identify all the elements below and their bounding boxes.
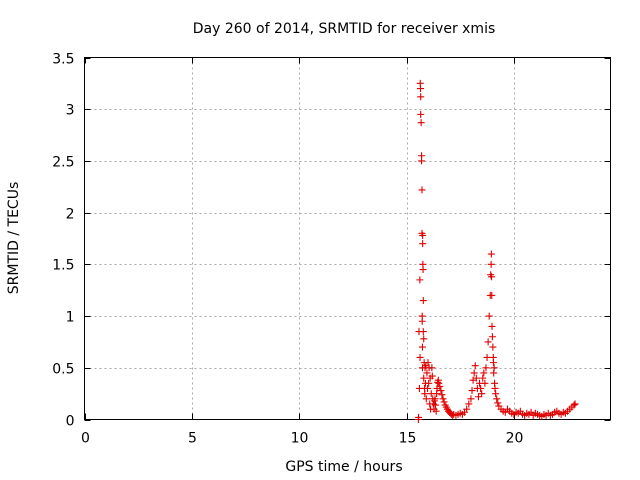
y-tick-label: 2.5 [52, 155, 74, 171]
data-point [465, 400, 473, 408]
data-points [414, 79, 579, 423]
data-point [418, 157, 426, 165]
y-tick-label: 3.5 [52, 52, 74, 68]
data-point [472, 374, 480, 382]
y-tick-label: 3 [66, 103, 75, 119]
data-point [484, 338, 492, 346]
data-point [478, 390, 486, 398]
data-point [421, 390, 429, 398]
data-point [468, 387, 476, 395]
data-point [482, 364, 490, 372]
data-point [477, 384, 485, 392]
data-point [438, 391, 446, 399]
data-point [423, 369, 431, 377]
y-tick-label: 1 [66, 310, 75, 326]
data-point [419, 240, 427, 248]
data-point [489, 359, 497, 367]
data-point [440, 398, 448, 406]
x-tick-label: 10 [291, 431, 309, 447]
data-point [488, 291, 496, 299]
data-point [420, 374, 428, 382]
data-point [471, 362, 479, 370]
data-point [489, 343, 497, 351]
data-point [485, 312, 493, 320]
x-tick-label: 15 [399, 431, 417, 447]
data-point [419, 328, 427, 336]
data-point [439, 395, 447, 403]
data-point [467, 395, 475, 403]
data-point [480, 369, 488, 377]
data-point [487, 260, 495, 268]
chart-title: Day 260 of 2014, SRMTID for receiver xmi… [193, 21, 496, 37]
data-point [422, 395, 430, 403]
data-point [491, 384, 499, 392]
data-point [424, 359, 432, 367]
data-point [435, 379, 443, 387]
data-point [418, 343, 426, 351]
data-point [416, 353, 424, 361]
data-point [416, 276, 424, 284]
data-point [474, 393, 482, 401]
data-point [418, 186, 426, 194]
data-point [416, 85, 424, 93]
data-point [488, 333, 496, 341]
y-axis-label: SRMTID / TECUs [6, 182, 22, 295]
data-point [487, 250, 495, 258]
x-tick-label: 0 [81, 431, 90, 447]
data-point [419, 266, 427, 274]
data-point [571, 400, 579, 408]
data-point [417, 119, 425, 127]
data-point [479, 374, 487, 382]
data-point [425, 379, 433, 387]
data-point [488, 273, 496, 281]
x-axis-label: GPS time / hours [285, 459, 402, 475]
data-point [428, 364, 436, 372]
data-point [470, 369, 478, 377]
data-point [483, 353, 491, 361]
x-tick-label: 20 [506, 431, 524, 447]
x-tick-label: 5 [188, 431, 197, 447]
y-tick-label: 0.5 [52, 362, 74, 378]
data-point [420, 335, 428, 343]
data-point [490, 364, 498, 372]
data-point [494, 399, 502, 407]
data-point [481, 379, 489, 387]
data-point [419, 231, 427, 239]
data-point [432, 401, 440, 409]
y-tick-label: 1.5 [52, 258, 74, 274]
data-point [570, 401, 578, 409]
data-point [431, 395, 439, 403]
tick-layer: 0 0.5 1 1.5 2 2.5 3 3.5 0 5 10 15 20 [52, 52, 611, 447]
data-point [415, 413, 423, 421]
data-point [463, 405, 471, 413]
data-point [417, 110, 425, 118]
data-point [488, 322, 496, 330]
grid-layer [84, 57, 611, 420]
data-point [419, 297, 427, 305]
data-point [418, 317, 426, 325]
data-point [493, 395, 501, 403]
data-point [437, 387, 445, 395]
data-point [417, 93, 425, 101]
plot-frame [84, 57, 611, 420]
data-point [436, 382, 444, 390]
data-point [428, 372, 436, 380]
data-point [492, 390, 500, 398]
data-point [432, 407, 440, 415]
y-tick-label: 2 [66, 207, 75, 223]
data-point [424, 384, 432, 392]
y-tick-label: 0 [66, 414, 75, 430]
